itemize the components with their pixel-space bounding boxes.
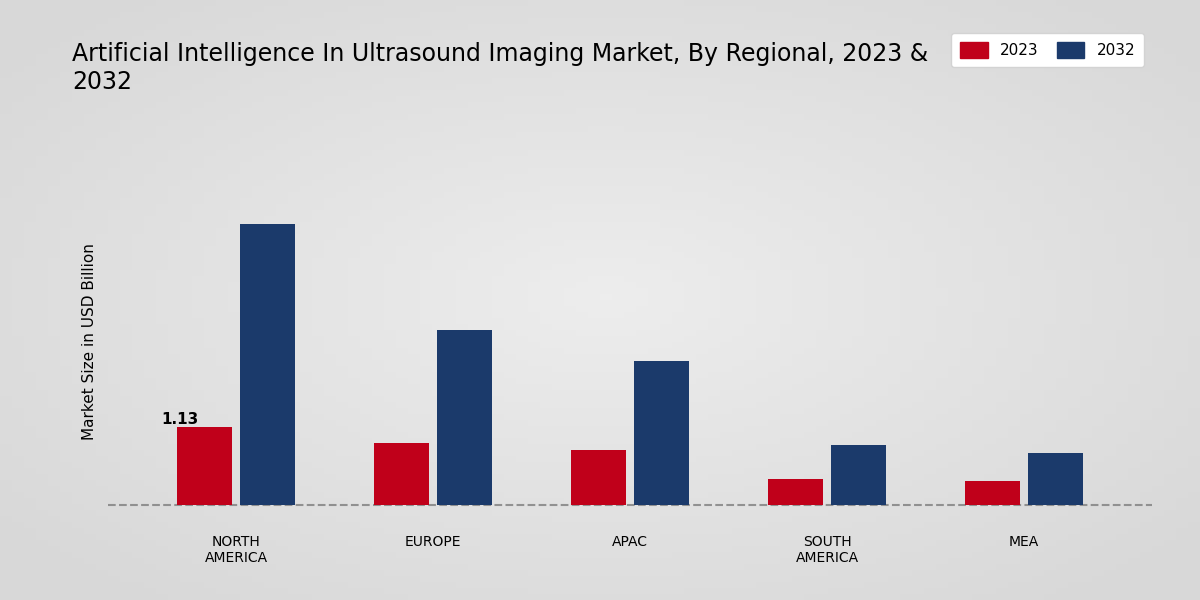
Text: 1.13: 1.13 xyxy=(161,412,198,427)
Legend: 2023, 2032: 2023, 2032 xyxy=(952,33,1145,67)
Bar xyxy=(1028,454,1084,505)
Text: Artificial Intelligence In Ultrasound Imaging Market, By Regional, 2023 &
2032: Artificial Intelligence In Ultrasound Im… xyxy=(72,42,929,94)
Bar xyxy=(571,450,626,505)
Bar xyxy=(634,361,689,505)
Bar xyxy=(374,443,430,505)
Y-axis label: Market Size in USD Billion: Market Size in USD Billion xyxy=(82,244,97,440)
Bar xyxy=(965,481,1020,505)
Bar xyxy=(830,445,886,505)
Bar xyxy=(240,224,295,505)
Bar xyxy=(176,427,232,505)
Bar xyxy=(437,330,492,505)
Bar xyxy=(768,479,823,505)
